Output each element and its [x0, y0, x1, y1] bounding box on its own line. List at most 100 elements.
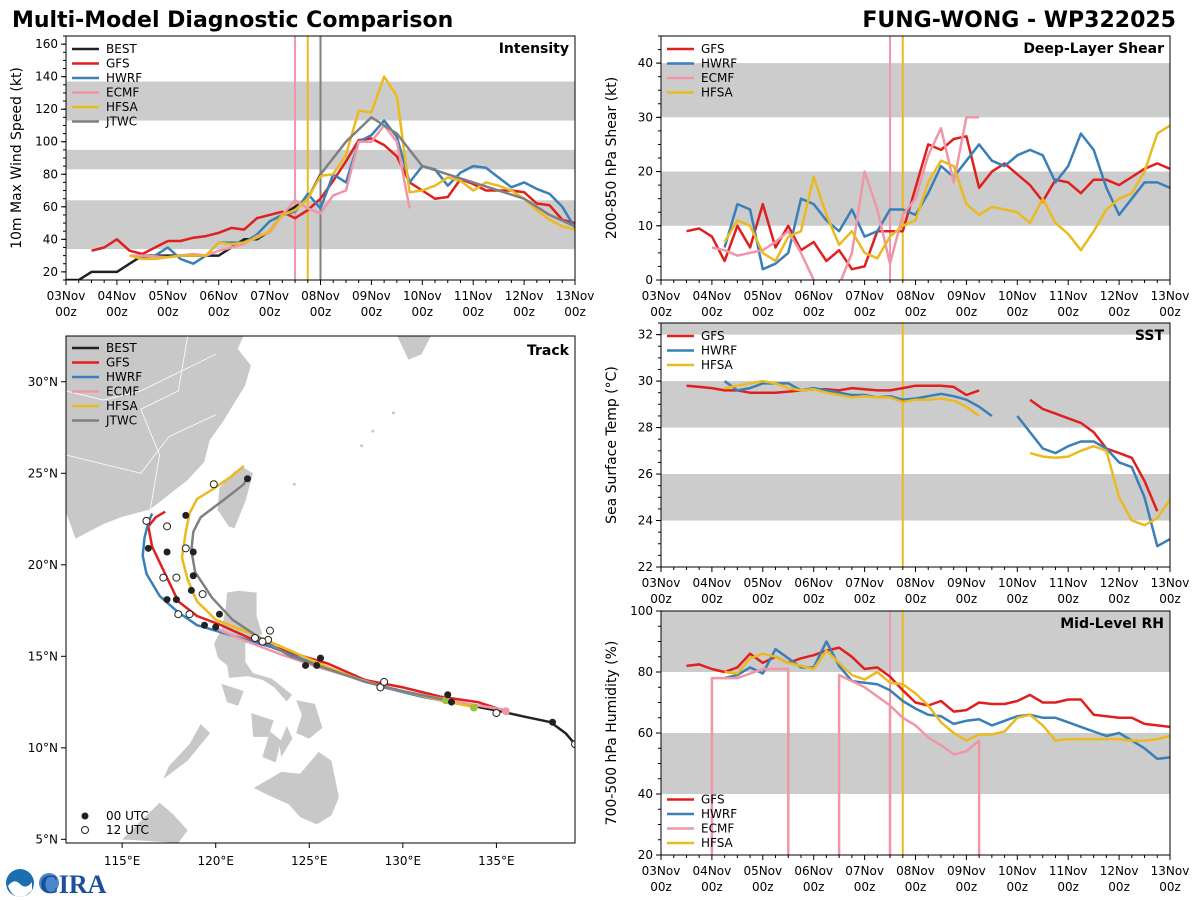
sst-band	[661, 474, 1170, 521]
sst-ytick-label: 32	[638, 328, 653, 342]
rh-xtick-hour: 00z	[1159, 880, 1181, 894]
track-line-gfs	[147, 510, 507, 713]
shear-xtick-hour: 00z	[1108, 305, 1130, 319]
legend-00utc-marker	[81, 812, 89, 820]
track-xtick-label: 130°E	[385, 854, 422, 868]
intensity-xtick-hour: 00z	[462, 305, 484, 319]
rh-xtick-day: 07Nov	[845, 864, 884, 878]
shear-ytick-label: 20	[638, 165, 653, 179]
shear-xtick-day: 04Nov	[693, 289, 732, 303]
track-ytick-label: 25°N	[28, 466, 58, 480]
shear-plot-area	[661, 36, 1170, 280]
legend-12utc-marker	[81, 826, 89, 834]
rh-line-ecmf	[710, 667, 790, 855]
intensity-legend-label-best: BEST	[106, 42, 137, 56]
rh-plot-area	[661, 611, 1170, 855]
intensity-xtick-day: 08Nov	[301, 289, 340, 303]
track-point-00utc	[182, 511, 190, 519]
shear-line-hfsa	[723, 124, 1170, 263]
shear-xtick-day: 12Nov	[1100, 289, 1139, 303]
sst-xtick-day: 11Nov	[1049, 576, 1088, 590]
sst-panel-title: SST	[1135, 328, 1165, 344]
intensity-ytick-label: 100	[35, 135, 58, 149]
track-end-marker	[501, 707, 510, 716]
intensity-legend-label-hfsa: HFSA	[106, 100, 139, 114]
intensity-ylabel: 10m Max Wind Speed (kt)	[9, 67, 25, 249]
track-point-00utc	[317, 654, 324, 662]
track-point-12utc	[198, 590, 207, 599]
sst-panel: 22 24 26 28 30 32 03Nov 00z 04Nov 00z 05Nov 00z 06No…	[604, 322, 1189, 606]
track-point-12utc	[265, 626, 274, 635]
sst-ylabel: Sea Surface Temp (°C)	[604, 366, 620, 524]
sst-xtick-hour: 00z	[1007, 592, 1029, 606]
rh-panel-title: Mid-Level RH	[1060, 616, 1164, 632]
track-point-00utc	[212, 623, 220, 631]
track-point-00utc	[313, 661, 321, 669]
sst-xtick-hour: 00z	[803, 592, 825, 606]
track-point-12utc	[258, 637, 267, 646]
sst-plot-area	[661, 323, 1170, 567]
shear-band	[661, 63, 1170, 118]
rh-legend-label-hfsa: HFSA	[701, 836, 734, 850]
shear-xtick-hour: 00z	[1007, 305, 1029, 319]
province-border	[66, 353, 216, 401]
shear-xtick-day: 13Nov	[1151, 289, 1190, 303]
track-xtick-label: 125°E	[291, 854, 328, 868]
rh-xtick-day: 10Nov	[998, 864, 1037, 878]
sst-legend-label-gfs: GFS	[701, 329, 725, 343]
track-point-00utc	[302, 661, 310, 669]
track-point-00utc	[172, 596, 180, 604]
sst-xtick-day: 10Nov	[998, 576, 1037, 590]
intensity-xtick-day: 13Nov	[556, 289, 595, 303]
sst-line-hwrf	[1016, 415, 1170, 548]
shear-panel-title: Deep-Layer Shear	[1023, 41, 1164, 57]
track-point-00utc	[244, 475, 252, 483]
rh-ytick-label: 100	[630, 604, 653, 618]
rh-xtick-hour: 00z	[752, 880, 774, 894]
track-point-00utc	[447, 698, 455, 706]
track-point-00utc	[200, 621, 208, 629]
sst-band	[661, 381, 1170, 428]
sst-xtick-hour: 00z	[650, 592, 672, 606]
intensity-panel: 20 40 60 80 100 120 140 160 03Nov 00z 04Nov 00z 05No…	[9, 35, 595, 319]
sst-xtick-day: 03Nov	[642, 576, 681, 590]
intensity-xtick-hour: 00z	[259, 305, 281, 319]
track-point-00utc	[444, 691, 452, 699]
intensity-ytick-label: 60	[43, 200, 58, 214]
rh-ytick-label: 40	[638, 787, 653, 801]
shear-xtick-day: 06Nov	[794, 289, 833, 303]
track-point-00utc	[215, 610, 223, 618]
shear-xtick-hour: 00z	[1057, 305, 1079, 319]
sst-legend-label-hwrf: HWRF	[701, 344, 737, 358]
intensity-ytick-label: 80	[43, 167, 58, 181]
luzon-land	[213, 590, 293, 703]
rh-legend-label-ecmf: ECMF	[701, 822, 734, 836]
sst-ytick-label: 28	[638, 421, 653, 435]
legend-12utc-label: 12 UTC	[106, 823, 149, 837]
shear-panel: 0 10 20 30 40 03Nov 00z 04Nov 00z 05Nov 00z 06Nov 00…	[604, 35, 1190, 319]
track-line-best	[449, 698, 575, 746]
track-point-00utc	[187, 586, 195, 594]
borneo-land	[122, 802, 188, 843]
sst-ytick-label: 30	[638, 374, 653, 388]
track-point-00utc	[144, 544, 152, 552]
shear-line-gfs	[686, 135, 1170, 271]
track-point-12utc	[209, 480, 218, 489]
intensity-xtick-day: 11Nov	[454, 289, 493, 303]
track-axes-frame	[65, 335, 576, 844]
negros-land	[262, 731, 282, 763]
track-point-12utc	[380, 677, 389, 686]
intensity-xtick-day: 06Nov	[199, 289, 238, 303]
track-map-area	[66, 336, 575, 843]
intensity-xtick-hour: 00z	[157, 305, 179, 319]
shear-xtick-day: 09Nov	[947, 289, 986, 303]
rh-xtick-hour: 00z	[1108, 880, 1130, 894]
sst-xtick-day: 09Nov	[947, 576, 986, 590]
intensity-xtick-day: 04Nov	[98, 289, 137, 303]
sst-line-gfs	[686, 384, 980, 397]
intensity-panel-title: Intensity	[499, 41, 569, 57]
ryukyu-island	[292, 482, 296, 486]
rh-xtick-hour: 00z	[803, 880, 825, 894]
intensity-line-jtwc	[319, 116, 575, 228]
